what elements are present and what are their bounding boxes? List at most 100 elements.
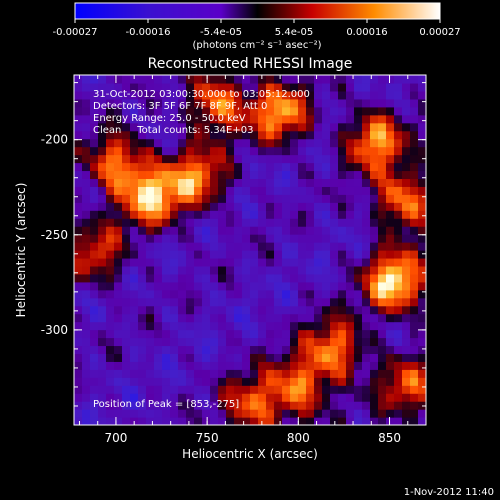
heatmap-cell: [138, 297, 147, 307]
heatmap-cell: [410, 337, 419, 347]
heatmap-cell: [226, 353, 235, 362]
heatmap-cell: [122, 178, 131, 187]
heatmap-cell: [306, 289, 315, 299]
heatmap-cell: [338, 377, 347, 386]
heatmap-cell: [346, 361, 355, 370]
heatmap-cell: [82, 393, 91, 402]
heatmap-cell: [298, 122, 307, 132]
heatmap-cell: [394, 257, 403, 267]
heatmap-cell: [106, 321, 115, 331]
heatmap-cell: [90, 170, 99, 179]
heatmap-cell: [138, 401, 147, 410]
heatmap-cell: [266, 146, 275, 156]
heatmap-cell: [418, 321, 426, 331]
heatmap-cell: [330, 218, 339, 227]
heatmap-cell: [242, 146, 251, 156]
heatmap-cell: [330, 178, 339, 187]
heatmap-cell: [282, 385, 291, 394]
heatmap-cell: [354, 162, 363, 172]
heatmap-cell: [290, 265, 299, 275]
heatmap-cell: [250, 273, 259, 283]
heatmap-cell: [370, 210, 379, 219]
heatmap-cell: [202, 186, 211, 195]
heatmap-cell: [202, 393, 211, 402]
heatmap-cell: [210, 353, 219, 362]
heatmap-cell: [90, 242, 99, 251]
heatmap-cell: [122, 305, 131, 315]
heatmap-cell: [170, 146, 179, 156]
heatmap-cell: [282, 273, 291, 283]
heatmap-cell: [330, 106, 339, 116]
heatmap-cell: [266, 162, 275, 172]
heatmap-cell: [138, 313, 147, 323]
heatmap-cell: [354, 106, 363, 116]
heatmap-cell: [402, 273, 411, 283]
heatmap-cell: [114, 289, 123, 299]
heatmap-cell: [194, 281, 203, 291]
heatmap-cell: [274, 417, 283, 425]
heatmap-cell: [194, 178, 203, 187]
heatmap-cell: [354, 281, 363, 291]
heatmap-cell: [386, 393, 395, 402]
heatmap-cell: [282, 242, 291, 251]
heatmap-cell: [250, 186, 259, 195]
heatmap-cell: [282, 138, 291, 148]
heatmap-cell: [418, 393, 426, 402]
heatmap-cell: [266, 409, 275, 418]
heatmap-cell: [114, 114, 123, 124]
heatmap-cell: [194, 170, 203, 179]
heatmap-cell: [298, 234, 307, 243]
heatmap-cell: [146, 210, 155, 219]
heatmap-cell: [298, 281, 307, 291]
heatmap-cell: [202, 401, 211, 410]
heatmap-cell: [194, 250, 203, 259]
heatmap-cell: [378, 265, 387, 275]
heatmap-cell: [250, 138, 259, 148]
heatmap-cell: [266, 417, 275, 425]
heatmap-cell: [266, 361, 275, 370]
heatmap-cell: [218, 297, 227, 307]
heatmap-cell: [194, 385, 203, 394]
heatmap-cell: [242, 393, 251, 402]
heatmap-cell: [314, 82, 323, 92]
heatmap-cell: [322, 329, 331, 339]
heatmap-cell: [250, 353, 259, 362]
heatmap-cell: [218, 138, 227, 148]
heatmap-cell: [154, 377, 163, 386]
heatmap-cell: [106, 234, 115, 243]
heatmap-cell: [146, 90, 155, 100]
heatmap-cell: [242, 234, 251, 243]
heatmap-cell: [306, 194, 315, 203]
heatmap-cell: [154, 250, 163, 259]
heatmap-cell: [274, 313, 283, 323]
heatmap-cell: [410, 146, 419, 156]
heatmap-cell: [162, 409, 171, 418]
heatmap-cell: [234, 194, 243, 203]
plot-frame: [73, 74, 427, 426]
heatmap-cell: [122, 321, 131, 331]
heatmap-cell: [274, 329, 283, 339]
heatmap-cell: [410, 273, 419, 283]
heatmap-cell: [330, 297, 339, 307]
heatmap-cell: [258, 257, 267, 267]
heatmap-cell: [74, 369, 83, 378]
heatmap-cell: [274, 194, 283, 203]
heatmap-cell: [330, 273, 339, 283]
heatmap-cell: [346, 273, 355, 283]
heatmap-cell: [290, 226, 299, 235]
heatmap-cell: [298, 385, 307, 394]
heatmap-cell: [226, 130, 235, 140]
heatmap-cell: [338, 417, 347, 425]
heatmap-cell: [330, 345, 339, 354]
heatmap-cell: [202, 353, 211, 362]
heatmap-cell: [210, 162, 219, 172]
heatmap-cell: [194, 313, 203, 323]
heatmap-cell: [346, 75, 355, 84]
heatmap-cell: [114, 234, 123, 243]
heatmap-cell: [90, 210, 99, 219]
heatmap-cell: [146, 313, 155, 323]
heatmap-cell: [130, 106, 139, 116]
heatmap-cell: [282, 321, 291, 331]
heatmap-cell: [178, 154, 187, 164]
heatmap-cell: [266, 170, 275, 179]
